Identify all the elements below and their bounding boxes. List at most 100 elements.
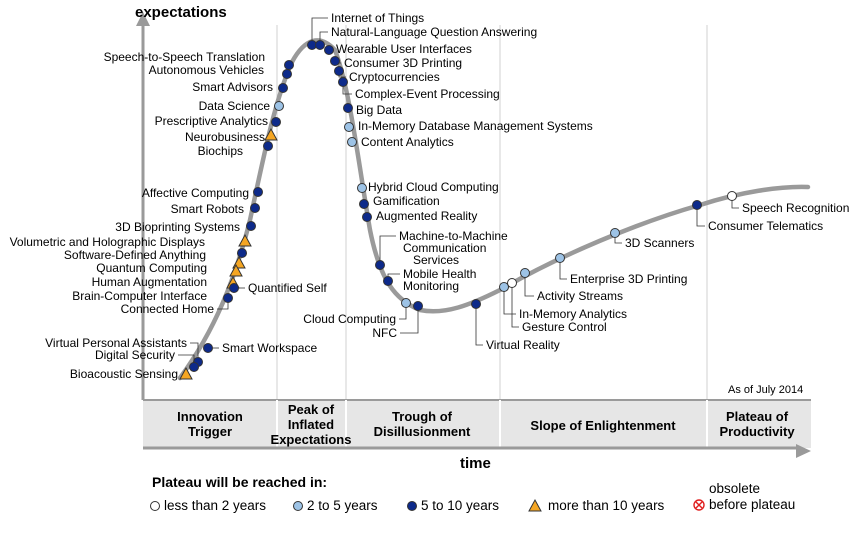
marker-circle-connected-home <box>223 293 233 303</box>
legend-symbol-lightblue-circle <box>293 501 303 511</box>
tech-item-speech-recognition: Speech Recognition <box>727 191 849 215</box>
phase-band <box>143 400 811 448</box>
tech-item-connected-home: Connected Home <box>121 293 233 316</box>
marker-circle-natural-language-question-answering <box>315 40 325 50</box>
marker-circle-big-data <box>343 103 353 113</box>
tech-item-big-data: Big Data <box>343 103 402 117</box>
marker-circle-activity-streams <box>520 268 530 278</box>
as-of-date: As of July 2014 <box>728 384 803 396</box>
marker-circle-autonomous-vehicles <box>282 69 292 79</box>
tech-item-prescriptive-analytics: Prescriptive Analytics <box>155 114 281 128</box>
tech-label-hybrid-cloud-computing: Hybrid Cloud Computing <box>368 180 499 194</box>
legend-label-2-to-5: 2 to 5 years <box>307 498 378 513</box>
marker-circle-consumer-3d-printing <box>330 56 340 66</box>
phase-labels: Innovation Trigger Peak of Inflated Expectat… <box>177 402 795 447</box>
tech-label-brain-computer-interface: Brain-Computer Interface <box>72 289 207 303</box>
tech-item-natural-language-question-answering: Natural-Language Question Answering <box>315 25 537 50</box>
marker-circle-speech-recognition <box>727 191 737 201</box>
tech-item-digital-security: Digital Security <box>95 348 199 372</box>
tech-label-smart-advisors: Smart Advisors <box>192 80 273 94</box>
tech-item-in-memory-analytics: In-Memory Analytics <box>499 282 627 321</box>
tech-item-content-analytics: Content Analytics <box>347 135 454 149</box>
marker-circle-mobile-health-monitoring <box>383 276 393 286</box>
tech-label-in-memory-analytics: In-Memory Analytics <box>519 307 627 321</box>
marker-circle-smart-robots <box>250 203 260 213</box>
legend-symbol-obsolete-icon <box>693 499 705 511</box>
tech-label-affective-computing: Affective Computing <box>142 186 249 200</box>
tech-item-bioacoustic-sensing: Bioacoustic Sensing <box>70 366 193 381</box>
tech-label-3d-scanners: 3D Scanners <box>625 236 694 250</box>
marker-circle-consumer-telematics <box>692 200 702 210</box>
tech-item-activity-streams: Activity Streams <box>520 268 623 303</box>
marker-circle-quantified-self <box>229 283 239 293</box>
tech-item-software-defined-anything: Software-Defined Anything <box>64 248 247 262</box>
leader-line-enterprise-3d-printing <box>559 258 567 280</box>
tech-label-neurobusiness: Neurobusiness <box>185 130 265 144</box>
marker-circle-enterprise-3d-printing <box>555 253 565 263</box>
tech-label-gamification: Gamification <box>373 194 440 208</box>
tech-label-human-augmentation: Human Augmentation <box>92 275 207 289</box>
marker-circle-cloud-computing <box>401 298 411 308</box>
tech-item-affective-computing: Affective Computing <box>142 186 263 200</box>
tech-label-gesture-control: Gesture Control <box>522 320 607 334</box>
tech-label-augmented-reality: Augmented Reality <box>376 209 477 223</box>
tech-label-mobile-health-monitoring: Mobile Health Monitoring <box>403 267 476 293</box>
leader-line-cloud-computing <box>399 303 407 320</box>
marker-circle-nfc <box>413 301 423 311</box>
tech-label-prescriptive-analytics: Prescriptive Analytics <box>155 114 268 128</box>
tech-item-hybrid-cloud-computing: Hybrid Cloud Computing <box>357 180 499 194</box>
leader-line-consumer-telematics <box>696 205 705 227</box>
tech-label-consumer-3d-printing: Consumer 3D Printing <box>344 56 462 70</box>
tech-item-autonomous-vehicles: Autonomous Vehicles <box>149 63 292 79</box>
legend-label-less-than-2: less than 2 years <box>164 498 266 513</box>
tech-label-quantum-computing: Quantum Computing <box>96 261 207 275</box>
tech-item-in-memory-database-management-systems: In-Memory Database Management Systems <box>344 119 593 133</box>
tech-item-augmented-reality: Augmented Reality <box>362 209 477 223</box>
tech-label-quantified-self: Quantified Self <box>248 281 327 295</box>
y-axis-title: expectations <box>135 4 227 21</box>
tech-label-3d-bioprinting-systems: 3D Bioprinting Systems <box>115 220 240 234</box>
marker-circle-cryptocurrencies <box>334 66 344 76</box>
tech-label-biochips: Biochips <box>198 144 243 158</box>
tech-label-connected-home: Connected Home <box>121 302 215 316</box>
leader-line-nfc <box>400 306 419 334</box>
legend: Plateau will be reached in: less than 2 … <box>150 474 795 513</box>
marker-circle-gamification <box>359 199 369 209</box>
tech-label-activity-streams: Activity Streams <box>537 289 623 303</box>
tech-item-smart-workspace: Smart Workspace <box>203 341 317 355</box>
phase-label-3: Trough of Disillusionment <box>374 409 471 439</box>
tech-label-cloud-computing: Cloud Computing <box>303 312 396 326</box>
leader-line-virtual-personal-assistants <box>190 342 199 362</box>
tech-item-3d-bioprinting-systems: 3D Bioprinting Systems <box>115 220 256 234</box>
legend-symbol-darkblue-circle <box>407 501 417 511</box>
marker-triangle-volumetric-and-holographic-displays <box>238 233 252 247</box>
legend-label-more-than-10: more than 10 years <box>548 498 665 513</box>
phase-label-2: Peak of Inflated Expectations <box>271 402 352 447</box>
leader-line-gesture-control <box>511 283 519 328</box>
legend-symbol-orange-triangle <box>528 498 542 512</box>
tech-item-gamification: Gamification <box>359 194 440 209</box>
marker-circle-in-memory-database-management-systems <box>344 122 354 132</box>
tech-item-enterprise-3d-printing: Enterprise 3D Printing <box>555 253 687 286</box>
tech-item-complex-event-processing: Complex-Event Processing <box>338 77 500 101</box>
marker-circle-speech-to-speech-translation <box>284 60 294 70</box>
tech-item-data-science: Data Science <box>199 99 284 113</box>
tech-item-mobile-health-monitoring: Mobile Health Monitoring <box>383 267 476 293</box>
tech-label-natural-language-question-answering: Natural-Language Question Answering <box>331 25 537 39</box>
marker-triangle-neurobusiness <box>264 127 278 141</box>
leader-line-machine-to-machine-communication-services <box>379 235 396 265</box>
marker-circle-content-analytics <box>347 137 357 147</box>
marker-circle-prescriptive-analytics <box>271 117 281 127</box>
tech-item-volumetric-and-holographic-displays: Volumetric and Holographic Displays <box>10 233 252 249</box>
tech-item-cloud-computing: Cloud Computing <box>303 298 411 326</box>
marker-triangle-bioacoustic-sensing <box>179 366 193 380</box>
tech-item-smart-advisors: Smart Advisors <box>192 80 288 94</box>
tech-item-wearable-user-interfaces: Wearable User Interfaces <box>324 42 472 56</box>
tech-label-nfc: NFC <box>372 326 397 340</box>
tech-item-machine-to-machine-communication-services: Machine-to-Machine Communication Services <box>375 229 508 270</box>
tech-label-speech-recognition: Speech Recognition <box>742 201 849 215</box>
marker-circle-virtual-reality <box>471 299 481 309</box>
marker-circle-smart-advisors <box>278 83 288 93</box>
tech-label-internet-of-things: Internet of Things <box>331 11 424 25</box>
tech-item-internet-of-things: Internet of Things <box>307 11 424 50</box>
